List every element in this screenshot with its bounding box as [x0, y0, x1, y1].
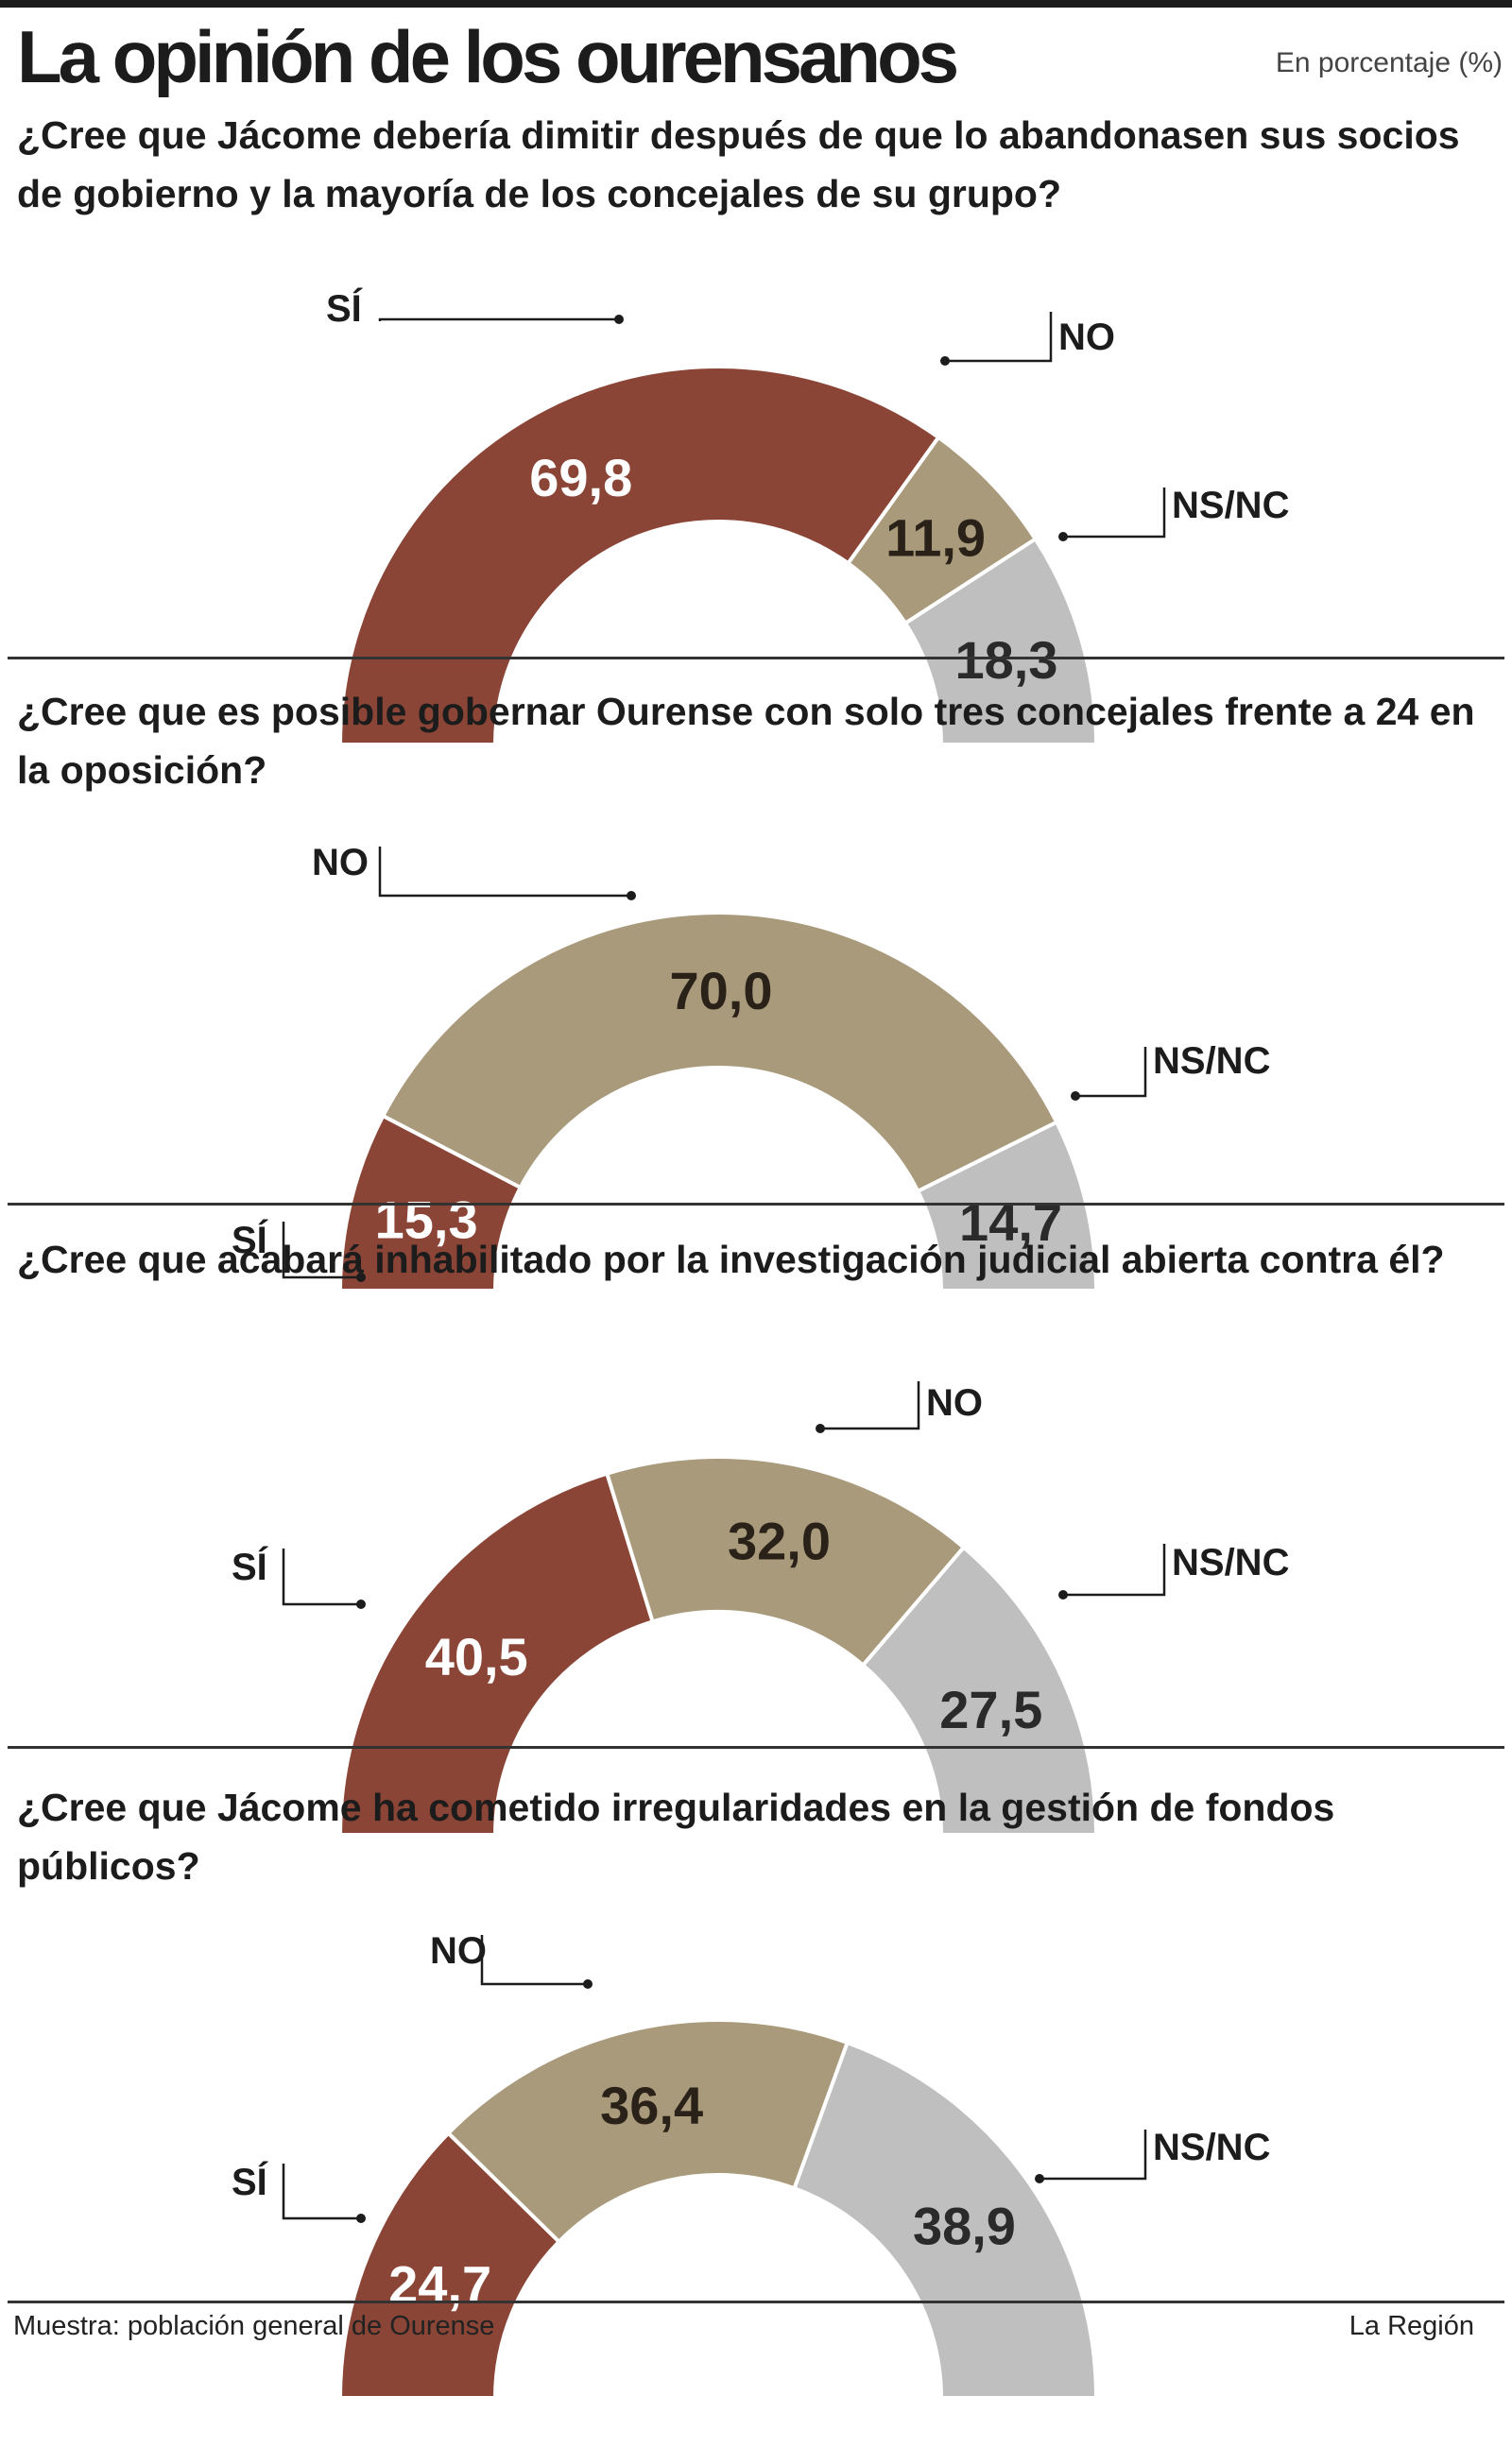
publisher-name: La Región [1349, 2311, 1474, 2341]
leader-dot-no [627, 891, 636, 900]
leader-dot-nsnc [1071, 1091, 1080, 1101]
divider [8, 657, 1504, 659]
value-label-no: 70,0 [669, 961, 772, 1020]
category-label-si: SÍ [232, 1546, 268, 1588]
leader-line-si [282, 2164, 361, 2220]
slice-nsnc [915, 1120, 1099, 1292]
source-note: Muestra: población general de Ourense [13, 2311, 495, 2341]
top-bar [0, 0, 1512, 8]
divider [8, 2301, 1504, 2303]
value-label-no: 32,0 [728, 1512, 831, 1571]
leader-dot-nsnc [1058, 532, 1068, 541]
unit-note: En porcentaje (%) [1275, 47, 1503, 78]
slice-nsnc [860, 1545, 1099, 1837]
leader-line-nsnc [1063, 488, 1166, 539]
category-label-no: NO [1058, 317, 1115, 358]
question-3: ¿Cree que acabará inhabilitado por la in… [17, 1238, 1445, 1281]
leader-line-nsnc [1040, 2130, 1147, 2181]
question-4: ¿Cree que Jácome ha cometido irregularid… [17, 1786, 1335, 1888]
leader-line-no [820, 1381, 920, 1430]
leader-dot-si [356, 1273, 366, 1282]
leader-dot-no [583, 1979, 593, 1989]
chart-1: 69,8 11,9 18,3 SÍ NO NS/NC [0, 244, 1512, 811]
category-label-no: NO [926, 1382, 983, 1424]
category-label-si: SÍ [232, 2161, 268, 2203]
value-label-si: 40,5 [425, 1627, 528, 1686]
page-title: La opinión de los ourensanos [17, 15, 959, 98]
value-label-no: 11,9 [885, 508, 986, 568]
leader-line-si [282, 1549, 361, 1606]
slice-si [337, 1471, 656, 1837]
value-label-no: 36,4 [600, 2076, 703, 2135]
leader-dot-no [816, 1424, 825, 1433]
leader-line-nsnc [1063, 1544, 1166, 1597]
chart-4: 24,7 36,4 38,9 SÍ NO NS/NC [0, 1897, 1512, 2464]
value-label-nsnc: 27,5 [939, 1680, 1042, 1739]
leader-line-si [282, 1222, 361, 1279]
semi-donut-chart: 69,8 11,9 18,3 SÍ NO NS/NC [326, 287, 1289, 746]
slice-si [337, 365, 941, 746]
category-label-si: SÍ [232, 1219, 268, 1261]
leader-dot-nsnc [1058, 1590, 1068, 1600]
leader-line-no [945, 312, 1053, 363]
slice-no [445, 2018, 850, 2245]
leader-dot-si [356, 1600, 366, 1609]
slice-no [380, 911, 1059, 1194]
category-label-nsnc: NS/NC [1153, 1040, 1270, 1082]
leader-line-no [378, 847, 631, 898]
category-label-nsnc: NS/NC [1172, 485, 1289, 526]
value-label-nsnc: 18,3 [954, 630, 1057, 690]
value-label-nsnc: 38,9 [913, 2197, 1016, 2256]
slice-no [604, 1455, 967, 1668]
chart-3: 40,5 32,0 27,5 SÍ NO NS/NC [0, 1334, 1512, 1901]
leader-line-si [378, 317, 619, 321]
category-label-nsnc: NS/NC [1153, 2127, 1270, 2168]
semi-donut-chart: 24,7 36,4 38,9 SÍ NO NS/NC [232, 1930, 1270, 2400]
semi-donut-chart: 40,5 32,0 27,5 SÍ NO NS/NC [232, 1381, 1289, 1837]
category-label-no: NO [312, 842, 369, 883]
category-label-no: NO [430, 1930, 487, 1972]
leader-line-no [480, 1935, 588, 1986]
leader-dot-no [940, 356, 950, 366]
category-label-si: SÍ [326, 287, 363, 330]
slice-nsnc [902, 536, 1099, 746]
leader-line-nsnc [1075, 1047, 1147, 1098]
value-label-nsnc: 14,7 [959, 1192, 1062, 1252]
value-label-si: 69,8 [529, 448, 632, 507]
value-label-si: 24,7 [388, 2255, 491, 2315]
divider [8, 1203, 1504, 1206]
leader-dot-si [614, 315, 624, 324]
divider [8, 1746, 1504, 1749]
question-2: ¿Cree que es posible gobernar Ourense co… [17, 690, 1475, 792]
value-label-si: 15,3 [375, 1189, 478, 1249]
leader-dot-nsnc [1035, 2174, 1044, 2183]
question-1: ¿Cree que Jácome debería dimitir después… [17, 113, 1460, 215]
category-label-nsnc: NS/NC [1172, 1542, 1289, 1583]
leader-dot-si [356, 2214, 366, 2223]
